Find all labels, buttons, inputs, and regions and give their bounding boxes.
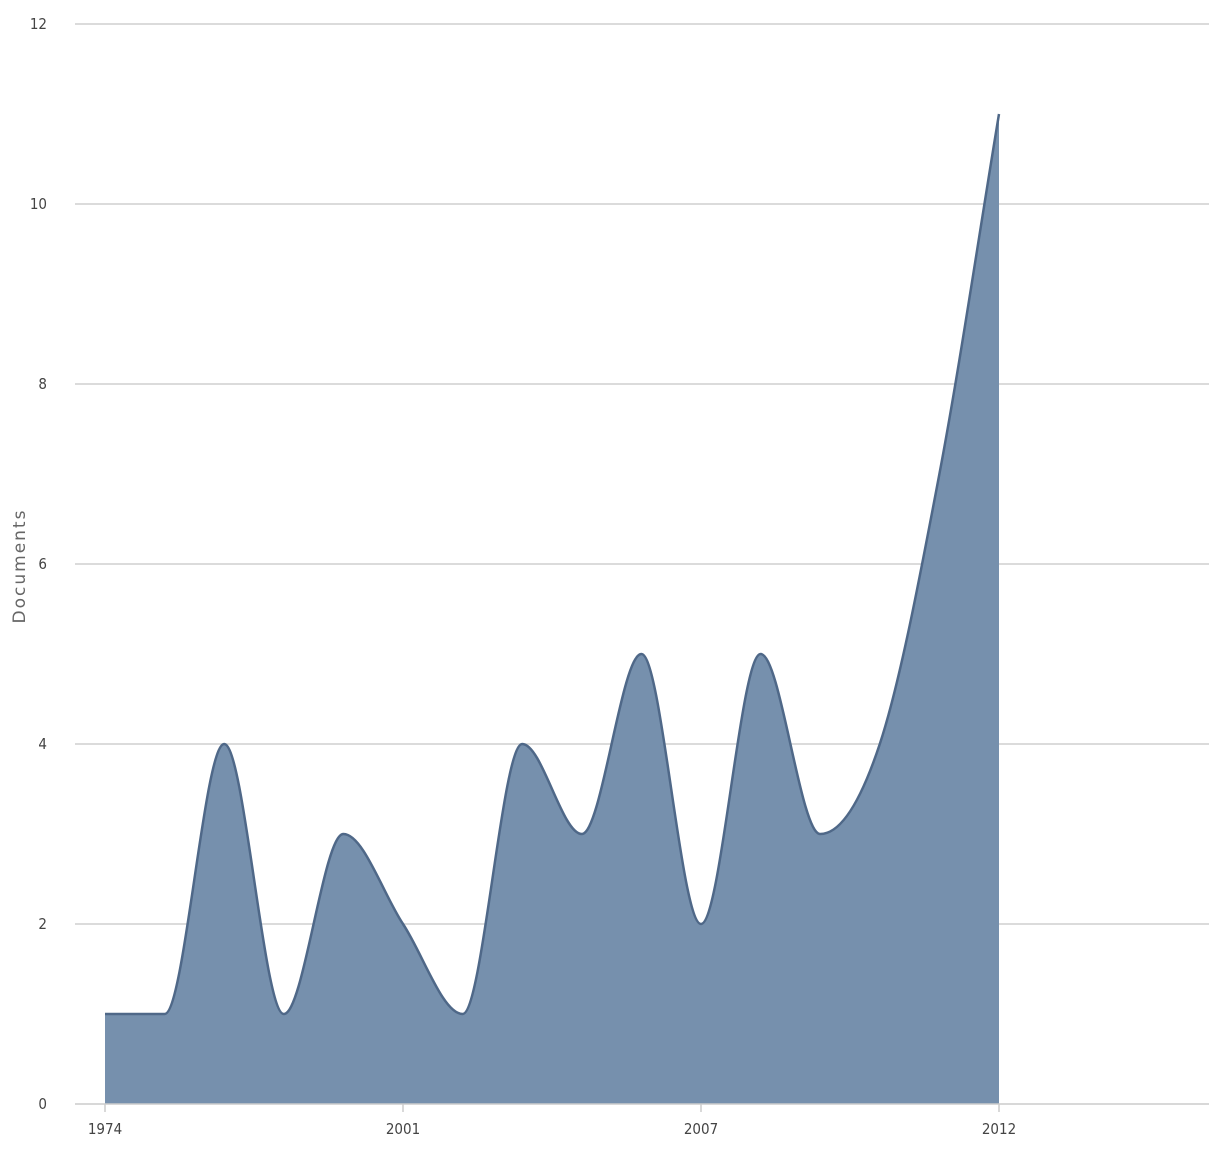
y-tick-label: 6 <box>38 555 47 573</box>
y-tick-label: 8 <box>38 375 47 393</box>
x-tick-label: 2012 <box>982 1120 1016 1138</box>
x-tick-labels: 1974 2001 2007 2012 <box>88 1104 1016 1138</box>
x-tick-label: 1974 <box>88 1120 122 1138</box>
x-tick-label: 2007 <box>684 1120 718 1138</box>
y-tick-label: 12 <box>30 15 47 33</box>
y-tick-label: 10 <box>30 195 47 213</box>
y-tick-label: 2 <box>38 915 47 933</box>
y-tick-labels: 0 2 4 6 8 10 12 <box>30 15 47 1113</box>
y-tick-label: 0 <box>38 1095 47 1113</box>
y-gridlines <box>75 23 1209 925</box>
documents-line <box>104 113 1001 1016</box>
x-tick-label: 2001 <box>386 1120 420 1138</box>
y-tick-label: 4 <box>38 735 47 753</box>
documents-area <box>105 114 999 1104</box>
y-axis-label: Documents <box>10 509 30 624</box>
